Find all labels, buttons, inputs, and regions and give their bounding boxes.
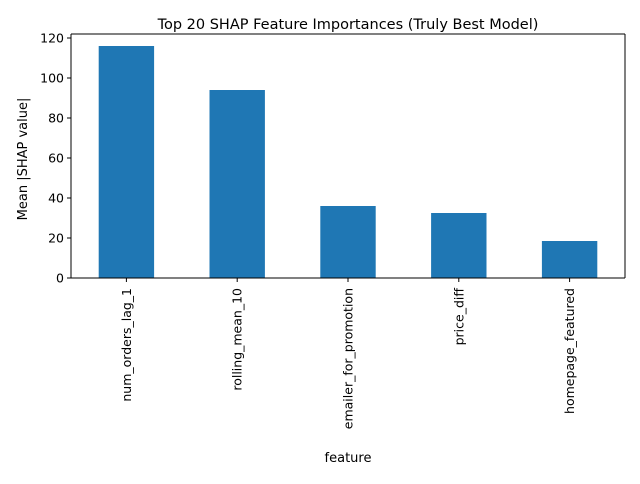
y-axis: 0 20 40 60 80 100 120 — [40, 31, 72, 286]
x-tick-label: emailer_for_promotion — [341, 288, 356, 429]
bar — [431, 213, 487, 278]
y-axis-label: Mean |SHAP value| — [16, 98, 31, 221]
y-tick-label: 20 — [48, 231, 64, 246]
plot-area — [71, 33, 626, 278]
y-tick-label: 0 — [56, 271, 64, 286]
x-tick-label: rolling_mean_10 — [230, 288, 245, 391]
y-tick-label: 100 — [40, 71, 64, 86]
bar — [98, 46, 155, 278]
bar — [541, 241, 598, 278]
x-axis-label: feature — [325, 451, 372, 466]
bar — [320, 206, 376, 278]
y-tick-label: 40 — [48, 191, 64, 206]
y-tick-label: 120 — [40, 31, 64, 46]
x-tick-label: num_orders_lag_1 — [119, 288, 134, 402]
x-tick-label: homepage_featured — [562, 288, 577, 414]
y-tick-label: 60 — [48, 151, 64, 166]
chart-title: Top 20 SHAP Feature Importances (Truly B… — [157, 17, 539, 33]
x-tick-label: price_diff — [451, 288, 466, 346]
x-axis: num_orders_lag_1 rolling_mean_10 emailer_f… — [71, 277, 625, 429]
y-tick-label: 80 — [48, 111, 64, 126]
bar — [209, 90, 265, 278]
